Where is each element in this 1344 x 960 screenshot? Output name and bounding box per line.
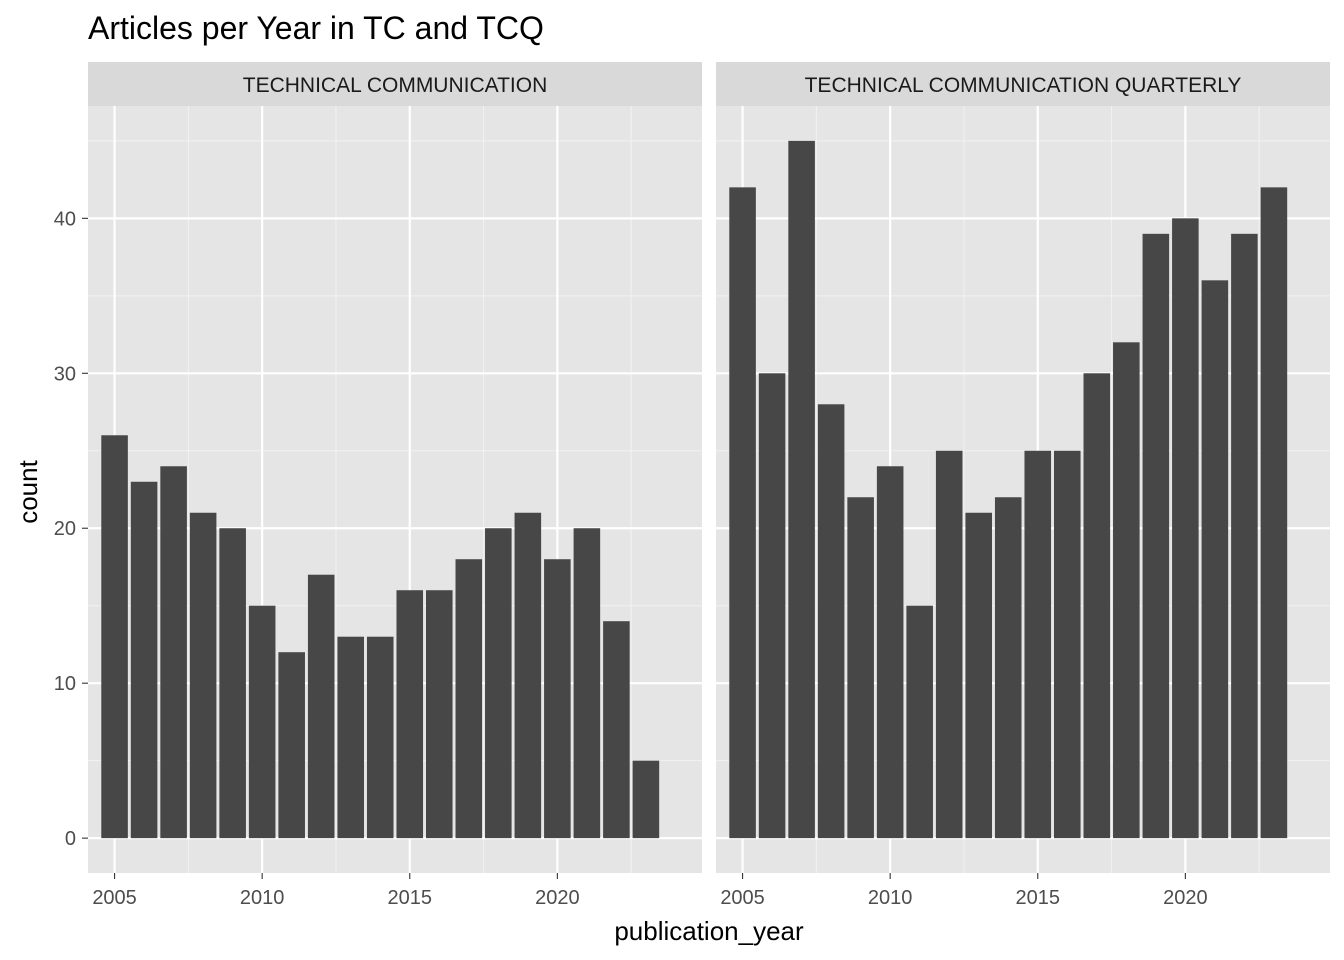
bar-2022 bbox=[1231, 233, 1258, 839]
bar-2018 bbox=[485, 528, 512, 839]
y-axis-title: count bbox=[13, 459, 43, 523]
facet-panel-1: TECHNICAL COMMUNICATION 2005 2010 2015 2020 bbox=[88, 62, 702, 909]
bar-2016 bbox=[425, 590, 453, 839]
x-tick-label: 2005 bbox=[720, 887, 765, 909]
bar-2014 bbox=[994, 497, 1022, 839]
bar-2014 bbox=[366, 636, 394, 839]
bar-2015 bbox=[1024, 450, 1052, 839]
y-tick-label: 40 bbox=[54, 208, 76, 230]
bar-2006 bbox=[130, 481, 158, 839]
x-tick-label: 2010 bbox=[868, 887, 913, 909]
x-tick-label: 2015 bbox=[388, 887, 433, 909]
y-tick-label: 10 bbox=[54, 673, 76, 695]
x-tick-label: 2010 bbox=[240, 887, 285, 909]
bar-2005 bbox=[729, 187, 756, 839]
bar-2012 bbox=[307, 574, 335, 839]
y-tick-label: 30 bbox=[54, 363, 76, 385]
bar-2013 bbox=[965, 512, 993, 839]
x-tick-label: 2020 bbox=[1163, 887, 1208, 909]
bar-2019 bbox=[1142, 233, 1170, 839]
bar-2015 bbox=[396, 590, 424, 839]
bar-2023 bbox=[632, 760, 660, 839]
chart-title: Articles per Year in TC and TCQ bbox=[88, 10, 544, 46]
facet-panel-2: TECHNICAL COMMUNICATION QUARTERLY 2005 201… bbox=[716, 62, 1330, 909]
bar-2012 bbox=[935, 450, 963, 839]
x-tick-label: 2020 bbox=[535, 887, 580, 909]
bar-2009 bbox=[219, 528, 246, 839]
y-tick-label: 0 bbox=[65, 828, 76, 850]
x-tick-label: 2015 bbox=[1016, 887, 1061, 909]
bar-2023 bbox=[1260, 187, 1288, 839]
bar-2020 bbox=[1172, 218, 1199, 839]
bar-2007 bbox=[788, 140, 815, 839]
bar-2010 bbox=[248, 605, 276, 839]
bar-2018 bbox=[1113, 342, 1140, 839]
bar-2016 bbox=[1053, 450, 1081, 839]
bar-2021 bbox=[1201, 280, 1229, 839]
y-tick-label: 20 bbox=[54, 518, 76, 540]
bar-2008 bbox=[817, 404, 845, 839]
facet-strip bbox=[716, 62, 1330, 106]
bar-2022 bbox=[603, 621, 630, 839]
bar-2008 bbox=[189, 512, 217, 839]
bar-2020 bbox=[544, 559, 571, 839]
bar-2011 bbox=[906, 605, 933, 839]
facet-strip-label: TECHNICAL COMMUNICATION bbox=[243, 74, 548, 97]
bar-2007 bbox=[160, 466, 187, 839]
facet-strip-label: TECHNICAL COMMUNICATION QUARTERLY bbox=[805, 74, 1242, 97]
x-tick-label: 2005 bbox=[92, 887, 137, 909]
bar-2005 bbox=[101, 435, 128, 839]
y-axis: 0 10 20 30 40 bbox=[54, 208, 88, 850]
bar-2017 bbox=[1083, 373, 1111, 839]
bar-2006 bbox=[758, 373, 786, 839]
bar-2021 bbox=[573, 528, 601, 839]
facet-strip bbox=[88, 62, 702, 106]
bar-2017 bbox=[455, 559, 483, 839]
bar-2009 bbox=[847, 497, 874, 839]
bar-2019 bbox=[514, 512, 542, 839]
x-axis-title: publication_year bbox=[614, 916, 804, 946]
bar-2013 bbox=[337, 636, 365, 839]
bar-2011 bbox=[278, 652, 305, 839]
bar-2010 bbox=[876, 466, 904, 839]
